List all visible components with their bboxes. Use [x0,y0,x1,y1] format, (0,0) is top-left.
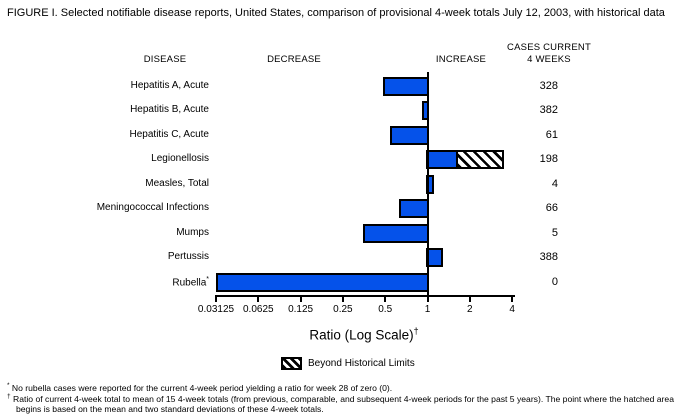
footnote-marker: † [7,393,11,400]
ratio-bar [399,199,429,219]
ratio-bar-fill [428,176,433,192]
disease-label: Meningococcal Infections [96,202,209,214]
disease-label: Hepatitis C, Acute [129,128,209,140]
cases-value: 0 [551,275,558,288]
x-axis-tick [341,297,344,302]
column-header-cases-line2: 4 WEEKS [527,53,571,65]
footnote: * No rubella cases were reported for the… [7,382,393,393]
x-axis-title-text: Ratio (Log Scale) [309,327,414,343]
x-axis-tick [511,297,514,302]
disease-label: Mumps [176,226,209,238]
x-axis-tick-label: 2 [467,304,473,315]
disease-label: Legionellosis [151,153,209,165]
column-header-cases: CASES CURRENT 4 WEEKS [507,42,591,66]
x-axis-tick [257,297,260,302]
x-axis-tick-label: 0.25 [333,304,353,315]
x-axis-title: Ratio (Log Scale)† [309,326,418,343]
x-axis-tick-label: 1 [424,304,431,315]
ratio-bar-fill [428,250,441,266]
x-axis-tick [215,297,217,302]
x-axis-tick [426,297,429,302]
ratio-bar [382,76,429,96]
ratio-bar-fill [391,127,427,143]
beyond-limits-hatch-swatch [281,357,302,370]
legend: Beyond Historical Limits [281,357,415,370]
disease-label: Hepatitis A, Acute [130,79,209,91]
ratio-bar-fill [423,103,427,119]
x-axis-tick-label: 4 [509,304,515,315]
footnotes: * No rubella cases were reported for the… [7,382,689,414]
ratio-bar [389,125,429,145]
baseline-ratio-1 [426,72,429,297]
ratio-bar-fill [365,225,427,241]
ratio-bar-fill [428,152,458,168]
ratio-bar-fill [384,78,427,94]
x-axis-tick-label: 0.125 [288,304,314,315]
x-axis-tick-label: 0.0625 [243,304,274,315]
cases-value: 388 [539,251,558,264]
column-header-cases-line1: CASES CURRENT [507,42,591,53]
cases-value: 328 [539,79,558,92]
disease-label: Rubella* [172,275,209,289]
disease-label: Hepatitis B, Acute [130,104,209,116]
footnote: † Ratio of current 4-week total to mean … [7,393,674,414]
column-header-increase: INCREASE [435,54,487,65]
legend-label: Beyond Historical Limits [308,358,415,369]
footnote-marker: * [7,382,10,389]
cases-value: 66 [545,202,558,215]
column-header-decrease: DECREASE [267,54,321,65]
column-header-disease: DISEASE [143,54,187,65]
cases-value: 198 [539,153,558,166]
x-axis-tick [468,297,471,302]
ratio-bar [426,150,504,170]
figure-title: FIGURE I. Selected notifiable disease re… [7,7,665,19]
x-axis-tick [384,297,387,302]
ratio-bar [216,272,429,292]
ratio-bar-fill [401,201,427,217]
disease-label: Pertussis [167,251,209,263]
disease-label: Measles, Total [145,177,209,189]
cases-value: 4 [551,177,558,190]
x-axis-line [214,295,515,297]
cases-value: 61 [545,128,558,141]
x-axis-title-dagger: † [413,326,419,336]
ratio-bar-fill [218,274,427,290]
x-axis-tick-label: 0.5 [378,304,393,315]
ratio-bar [363,223,429,243]
cases-value: 382 [539,104,558,117]
x-axis-tick [299,297,302,302]
beyond-historical-limits-segment [457,152,502,168]
cases-value: 5 [551,226,558,239]
x-axis-tick-label: 0.03125 [197,304,235,315]
